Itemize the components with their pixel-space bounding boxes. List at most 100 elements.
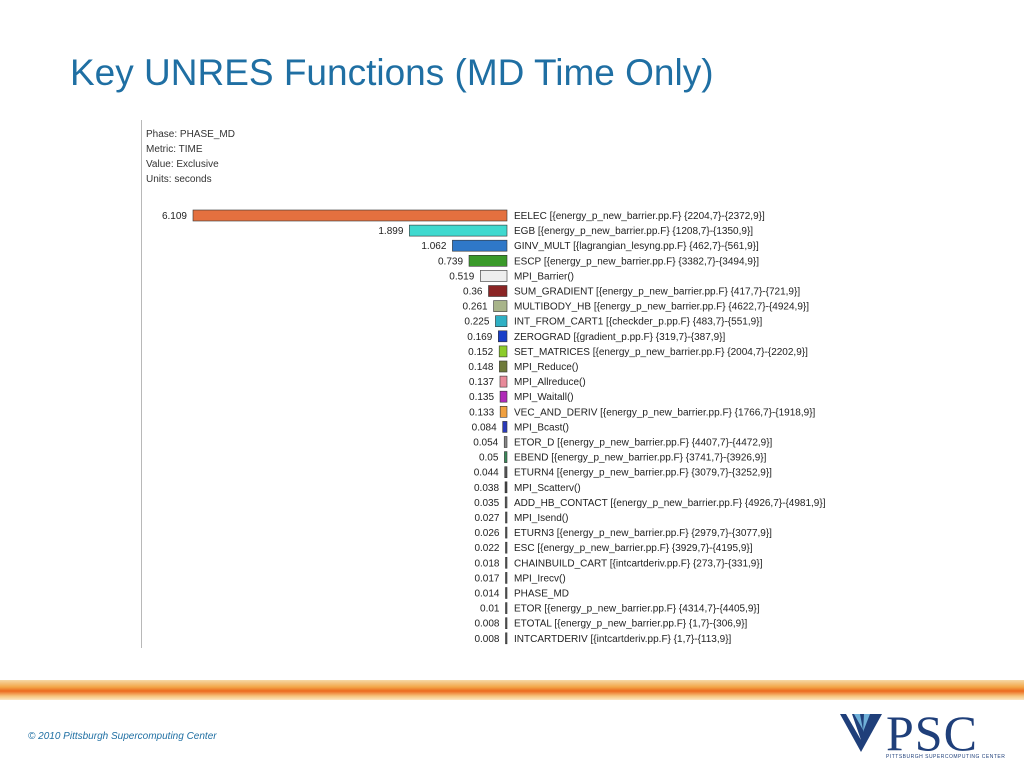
bar-value-label: 0.225 <box>464 317 489 328</box>
bar <box>505 511 508 524</box>
bar-category-label: MPI_Bcast() <box>514 422 569 433</box>
bar <box>504 496 508 509</box>
bar <box>452 239 508 252</box>
bar-value-label: 0.038 <box>474 483 499 494</box>
bar <box>480 270 508 282</box>
bar-category-label: MPI_Waitall() <box>514 392 574 403</box>
bar-category-label: SET_MATRICES [{energy_p_new_barrier.pp.F… <box>514 347 808 358</box>
bar <box>504 451 508 463</box>
bar-category-label: MPI_Allreduce() <box>514 377 586 388</box>
bar-value-label: 0.044 <box>474 468 499 479</box>
bar-category-label: VEC_AND_DERIV [{energy_p_new_barrier.pp.… <box>514 407 816 418</box>
bar-value-label: 0.152 <box>468 347 493 358</box>
bar <box>505 541 508 554</box>
bar-category-label: EGB [{energy_p_new_barrier.pp.F} {1208,7… <box>514 226 753 237</box>
bar <box>505 526 508 539</box>
bar <box>499 390 508 403</box>
bar <box>499 405 508 418</box>
bar-value-label: 0.739 <box>438 256 463 267</box>
bar <box>504 466 508 479</box>
bar <box>502 421 508 433</box>
slide-title: Key UNRES Functions (MD Time Only) <box>70 52 714 93</box>
bar-value-label: 0.519 <box>449 271 474 282</box>
bar-value-label: 0.137 <box>469 377 494 388</box>
bar-value-label: 0.022 <box>474 543 499 554</box>
bar-value-label: 0.148 <box>468 362 493 373</box>
bar-category-label: ETURN3 [{energy_p_new_barrier.pp.F} {297… <box>514 528 772 539</box>
bar-value-label: 0.36 <box>463 287 483 298</box>
bar-category-label: INT_FROM_CART1 [{checkder_p.pp.F} {483,7… <box>514 317 763 328</box>
bar-category-label: CHAINBUILD_CART [{intcartderiv.pp.F} {27… <box>514 558 763 569</box>
bar-value-label: 0.261 <box>463 302 488 313</box>
bar <box>498 345 508 358</box>
bar <box>495 315 508 328</box>
bar <box>504 481 508 494</box>
bar-value-label: 0.133 <box>469 407 494 418</box>
bar-category-label: MPI_Irecv() <box>514 573 566 584</box>
bar-value-label: 1.062 <box>421 241 446 252</box>
bar-category-label: GINV_MULT [{lagrangian_lesyng.pp.F} {462… <box>514 241 759 252</box>
bar-value-label: 0.135 <box>469 392 494 403</box>
psc-logo: PSC PITTSBURGH SUPERCOMPUTING CENTER <box>838 705 1005 762</box>
bar-value-label: 0.054 <box>473 438 498 449</box>
bar-category-label: EELEC [{energy_p_new_barrier.pp.F} {2204… <box>514 211 765 222</box>
bar-category-label: MULTIBODY_HB [{energy_p_new_barrier.pp.F… <box>514 302 809 313</box>
bar-category-label: MPI_Barrier() <box>514 271 574 282</box>
bar <box>409 224 508 237</box>
bar-category-label: ESCP [{energy_p_new_barrier.pp.F} {3382,… <box>514 256 759 267</box>
bar <box>505 617 508 630</box>
bar-value-label: 0.05 <box>479 453 499 464</box>
bar <box>192 209 508 222</box>
bar-category-label: SUM_GRADIENT [{energy_p_new_barrier.pp.F… <box>514 287 800 298</box>
bar-category-label: ETURN4 [{energy_p_new_barrier.pp.F} {307… <box>514 468 772 479</box>
bar-category-label: ETOR_D [{energy_p_new_barrier.pp.F} {440… <box>514 438 773 449</box>
chart-axis-line <box>141 120 142 648</box>
bar-value-label: 0.014 <box>474 589 499 600</box>
bar <box>499 360 508 373</box>
bar-value-label: 0.027 <box>474 513 499 524</box>
meta-phase: Phase: PHASE_MD <box>146 129 235 140</box>
bar-category-label: PHASE_MD <box>514 589 569 600</box>
bar-category-label: ESC [{energy_p_new_barrier.pp.F} {3929,7… <box>514 543 753 554</box>
bar <box>505 556 508 569</box>
bar <box>505 587 508 599</box>
bar-value-label: 1.899 <box>378 226 403 237</box>
bar-category-label: MPI_Isend() <box>514 513 568 524</box>
bar-category-label: ETOTAL [{energy_p_new_barrier.pp.F} {1,7… <box>514 619 748 630</box>
bar-category-label: MPI_Reduce() <box>514 362 578 373</box>
bar-value-label: 0.026 <box>474 528 499 539</box>
bar <box>498 330 508 343</box>
bar <box>505 602 508 614</box>
bar-value-label: 0.01 <box>480 604 500 615</box>
bar-value-label: 0.008 <box>474 634 499 645</box>
bar-value-label: 6.109 <box>162 211 187 222</box>
bar-value-label: 0.017 <box>474 573 499 584</box>
bar-category-label: MPI_Scatterv() <box>514 483 581 494</box>
meta-value: Value: Exclusive <box>146 159 219 170</box>
bar <box>505 572 508 584</box>
footer-band <box>0 680 1024 700</box>
psc-logo-text: PSC <box>886 705 978 761</box>
bar-value-label: 0.169 <box>467 332 492 343</box>
bar-value-label: 0.008 <box>474 619 499 630</box>
bar-value-label: 0.018 <box>474 558 499 569</box>
bar <box>493 300 508 312</box>
psc-logo-icon <box>840 714 882 752</box>
bar <box>468 255 508 267</box>
bar <box>488 285 508 297</box>
bar-value-label: 0.084 <box>472 422 497 433</box>
bar-category-label: INTCARTDERIV [{intcartderiv.pp.F} {1,7}-… <box>514 634 732 645</box>
meta-metric: Metric: TIME <box>146 144 203 155</box>
bar-value-label: 0.035 <box>474 498 499 509</box>
bar <box>499 375 508 388</box>
meta-units: Units: seconds <box>146 174 212 185</box>
bar-category-label: ADD_HB_CONTACT [{energy_p_new_barrier.pp… <box>514 498 826 509</box>
bar-category-label: EBEND [{energy_p_new_barrier.pp.F} {3741… <box>514 453 767 464</box>
copyright-text: © 2010 Pittsburgh Supercomputing Center <box>28 731 217 742</box>
bar-category-label: ETOR [{energy_p_new_barrier.pp.F} {4314,… <box>514 604 760 615</box>
psc-logo-tagline: PITTSBURGH SUPERCOMPUTING CENTER <box>886 754 1006 760</box>
bar <box>503 436 508 448</box>
bar-category-label: ZEROGRAD [{gradient_p.pp.F} {319,7}-{387… <box>514 332 725 343</box>
bar <box>505 632 508 645</box>
